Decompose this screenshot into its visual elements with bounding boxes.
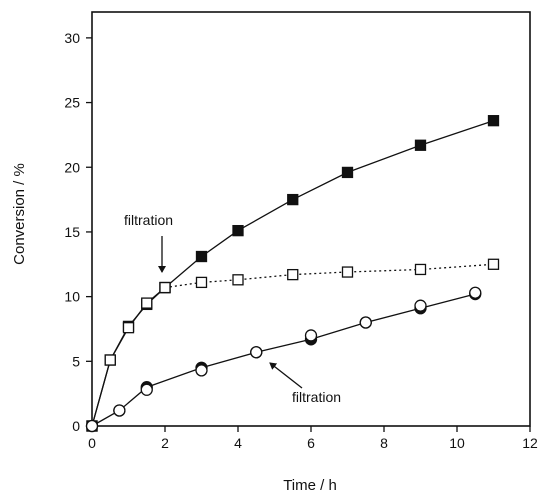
series-2-point — [341, 266, 354, 278]
y-tick-label: 10 — [64, 289, 80, 305]
x-tick-label: 4 — [234, 435, 242, 451]
data-markers — [85, 115, 500, 433]
annotations: filtration filtration — [124, 212, 341, 405]
series-0-point — [487, 115, 500, 127]
x-tick-label: 10 — [449, 435, 465, 451]
y-tick-label: 5 — [72, 353, 80, 369]
series-1-point — [141, 297, 153, 309]
filtration-label-1: filtration — [124, 212, 173, 228]
series-2-point — [487, 258, 500, 270]
series-1-point — [122, 322, 135, 334]
series-0-point — [232, 224, 244, 237]
series-4-point — [414, 299, 427, 312]
series-1-point — [104, 354, 116, 366]
series-4-point — [195, 364, 208, 377]
series-2-point — [159, 281, 171, 294]
series-4-point — [304, 329, 318, 342]
filtration-arrow-2 — [269, 362, 303, 389]
series-0-point — [414, 139, 427, 151]
series-4-point — [140, 383, 153, 396]
series-2-line — [164, 263, 494, 289]
x-tick-label: 2 — [161, 435, 169, 451]
series-4-point — [359, 316, 372, 329]
y-tick-label: 20 — [64, 159, 80, 175]
series-2-point — [232, 274, 244, 286]
x-tick-label: 0 — [88, 435, 96, 451]
y-tick-label: 0 — [72, 418, 80, 434]
axis-ticks: 0 2 4 6 8 10 12 0 5 10 15 20 25 30 — [64, 30, 538, 451]
series-4-point — [85, 419, 99, 433]
x-tick-label: 8 — [380, 435, 388, 451]
series-4-point — [250, 346, 263, 359]
x-tick-label: 12 — [522, 435, 538, 451]
series-0-point — [287, 193, 299, 206]
x-tick-label: 6 — [307, 435, 315, 451]
series-2-point — [287, 268, 299, 281]
y-tick-label: 30 — [64, 30, 80, 46]
series-4-point — [469, 286, 482, 299]
y-axis-title: Conversion / % — [11, 163, 28, 265]
filtration-label-2: filtration — [292, 389, 341, 405]
x-axis-title: Time / h — [283, 477, 337, 494]
series-1-line — [91, 287, 166, 427]
y-tick-label: 15 — [64, 224, 80, 240]
series-0-point — [195, 250, 208, 263]
series-0-point — [341, 166, 354, 179]
series-4-point — [113, 404, 126, 417]
series-3-line — [91, 293, 476, 427]
series-2-point — [195, 276, 208, 289]
y-tick-label: 25 — [64, 95, 80, 111]
series-2-point — [414, 263, 427, 276]
